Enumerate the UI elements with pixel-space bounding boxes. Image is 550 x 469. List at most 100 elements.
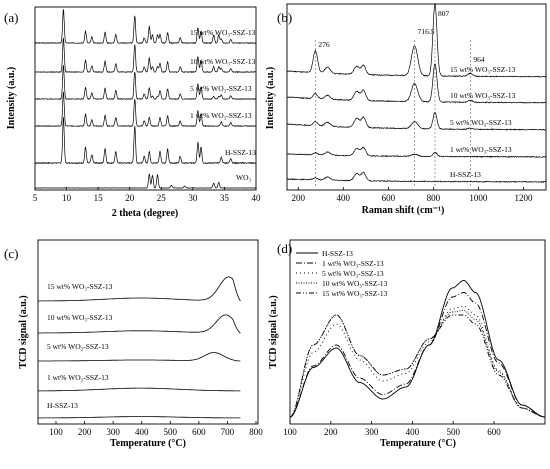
legend-label: 5 wt% WO₃-SSZ-13 (322, 269, 384, 278)
raman-curve (286, 2, 547, 78)
panel-c-x-tick-label: 300 (106, 427, 120, 437)
panel-d-x-tick-label: 100 (283, 427, 297, 437)
panel-b: (b) 15 wt% WO₃-SSZ-13 10 wt% WO₃-SSZ-13 5 … (265, 2, 547, 216)
panel-b-x-tick-label: 600 (382, 193, 396, 203)
panel-b-x-tick-label: 1200 (514, 193, 533, 203)
panel-d-x-tick-label: 500 (446, 427, 460, 437)
panel-a-letter: (a) (4, 10, 18, 25)
xrd-curve-label: H-SSZ-13 (225, 148, 256, 157)
panel-a-curves: 15 wt% WO₃-SSZ-13 10 wt% WO₃-SSZ-13 5 wt% … (34, 9, 257, 189)
xrd-curve (34, 65, 257, 101)
panel-d-x-tick-label: 400 (406, 427, 420, 437)
panel-d-legend: H-SSZ-131 wt% WO₃-SSZ-135 wt% WO₃-SSZ-13… (296, 249, 388, 298)
panel-a-x-tick-label: 20 (125, 193, 135, 203)
panel-c-x-tick-label: 500 (164, 427, 178, 437)
raman-curve (286, 63, 547, 104)
raman-curve (286, 146, 547, 158)
raman-peak-annotation: 716.5 (418, 27, 435, 36)
panel-a-x-tick-label: 5 (33, 193, 38, 203)
panel-a-x-tick-label: 40 (252, 193, 262, 203)
tcd-series-line (289, 305, 545, 418)
panel-a: (a) 15 wt% WO₃-SSZ-13 10 wt% WO₃-SSZ-13 5 … (4, 6, 261, 219)
panel-b-letter: (b) (277, 10, 292, 25)
raman-curve-label: 5 wt% WO₃-SSZ-13 (450, 118, 512, 127)
raman-curve-label: 1 wt% WO₃-SSZ-13 (450, 145, 512, 154)
tpr-curve (38, 416, 241, 419)
raman-curve-label: 15 wt% WO₃-SSZ-13 (450, 65, 516, 74)
panel-d-frame (289, 239, 546, 425)
panel-c-ticks: 100 200 300 400 500 600 700 800 (49, 421, 263, 437)
panel-d-letter: (d) (277, 241, 292, 256)
legend-label: 15 wt% WO₃-SSZ-13 (322, 289, 388, 298)
panel-d-x-tick-label: 300 (365, 427, 379, 437)
panel-c-xlabel: Temperature (°C) (110, 438, 186, 449)
panel-b-x-tick-label: 200 (292, 193, 306, 203)
raman-curve (286, 112, 547, 131)
tpr-curve (38, 314, 241, 334)
tcd-series-line (289, 292, 546, 418)
raman-curve (286, 171, 547, 183)
tpr-curve (38, 352, 241, 362)
tcd-series-line (289, 280, 546, 418)
tpr-curve-label: 1 wt% WO₃-SSZ-13 (47, 373, 109, 382)
panel-a-x-tick-label: 25 (157, 193, 167, 203)
panel-c-x-tick-label: 800 (249, 427, 263, 437)
panel-d-xlabel: Temperature (°C) (380, 438, 456, 449)
panel-b-ylabel: Intensity (a.u.) (265, 67, 276, 130)
tcd-series-line (289, 314, 545, 418)
xrd-curve (34, 117, 257, 165)
panel-b-x-tick-label: 400 (337, 193, 351, 203)
tpr-curve (38, 276, 241, 302)
tcd-series-line (289, 310, 545, 418)
panel-a-x-tick-label: 10 (62, 193, 72, 203)
panel-a-x-tick-label: 15 (94, 193, 104, 203)
panel-d: (d) 100 200 300 400 500 600 H-SSZ-131 wt% WO₃… (268, 239, 546, 449)
tpr-curve (38, 387, 241, 392)
xrd-curve-label: WO₃ (236, 173, 251, 182)
xrd-curve-label: 1 wt% WO₃-SSZ-13 (190, 111, 252, 120)
panel-b-ticks: 200 400 600 800 1000 1200 (292, 187, 533, 203)
panel-b-xlabel: Raman shift (cm⁻¹) (362, 205, 445, 216)
panel-d-x-tick-label: 600 (487, 427, 501, 437)
panel-d-x-tick-label: 200 (324, 427, 338, 437)
panel-d-ylabel: TCD signal (a.u.) (268, 295, 279, 368)
legend-label: 1 wt% WO₃-SSZ-13 (322, 259, 384, 268)
tpr-curve-label: 15 wt% WO₃-SSZ-13 (47, 282, 113, 291)
xrd-curve (34, 37, 257, 74)
panel-d-curves (289, 280, 546, 418)
panel-b-guide-lines (315, 40, 471, 188)
xrd-curve-label: 15 wt% WO₃-SSZ-13 (190, 28, 256, 37)
panel-a-ylabel: Intensity (a.u.) (6, 67, 17, 130)
panel-c-x-tick-label: 700 (221, 427, 235, 437)
panel-d-ticks: 100 200 300 400 500 600 (283, 421, 501, 437)
panel-b-x-tick-label: 800 (427, 193, 441, 203)
xrd-curve-label: 10 wt% WO₃-SSZ-13 (190, 57, 256, 66)
panel-a-x-tick-label: 30 (188, 193, 198, 203)
tpr-curve-label: 10 wt% WO₃-SSZ-13 (47, 313, 113, 322)
panel-c-x-tick-label: 200 (78, 427, 92, 437)
xrd-curve (34, 9, 257, 44)
panel-b-x-tick-label: 1000 (469, 193, 488, 203)
xrd-curve (34, 172, 257, 189)
tpr-curve-label: 5 wt% WO₃-SSZ-13 (47, 342, 109, 351)
panel-c-ylabel: TCD signal (a.u.) (18, 295, 29, 368)
panel-a-ticks: 5 10 15 20 25 30 35 40 (33, 187, 261, 203)
raman-curve-label: 10 wt% WO₃-SSZ-13 (450, 91, 516, 100)
raman-peak-annotation: 807 (438, 9, 450, 18)
panel-c-x-tick-label: 600 (192, 427, 206, 437)
panel-a-frame (34, 6, 257, 191)
panel-c-frame (37, 239, 259, 425)
xrd-curve-label: 5 wt% WO₃-SSZ-13 (190, 84, 252, 93)
panel-b-curves: 15 wt% WO₃-SSZ-13 10 wt% WO₃-SSZ-13 5 wt% … (286, 2, 547, 183)
panel-c-x-tick-label: 100 (49, 427, 63, 437)
panel-c-letter: (c) (4, 246, 18, 261)
panel-a-x-tick-label: 35 (220, 193, 230, 203)
legend-label: H-SSZ-13 (322, 249, 353, 258)
panel-a-xlabel: 2 theta (degree) (112, 208, 178, 219)
raman-curve-label: H-SSZ-13 (450, 170, 481, 179)
panel-c-x-tick-label: 400 (135, 427, 149, 437)
raman-peak-annotation: 276 (318, 40, 330, 49)
legend-label: 10 wt% WO₃-SSZ-13 (322, 279, 388, 288)
panel-c: (c) 15 wt% WO₃-SSZ-13 10 wt% WO₃-SSZ-13 5 … (4, 239, 263, 449)
